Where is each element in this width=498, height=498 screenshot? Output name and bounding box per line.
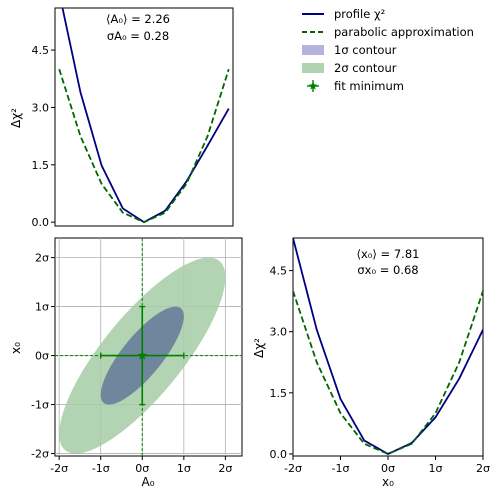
legend: profile χ² parabolic approximation 1σ cont… (302, 7, 474, 93)
annotation-mean: ⟨x₀⟩ = 7.81 (357, 247, 420, 261)
y-tick-label: 4.5 (270, 265, 288, 278)
legend-label: parabolic approximation (334, 25, 474, 39)
y-tick-label: 1.5 (270, 387, 288, 400)
legend-label: fit minimum (334, 79, 404, 93)
y-tick-label: 1.5 (32, 159, 50, 172)
series-line-1 (293, 290, 483, 455)
y-tick-label: -1σ (31, 399, 49, 412)
y-tick-label: 3.0 (270, 326, 288, 339)
y-axis-label: x₀ (9, 342, 23, 354)
y-axis-label: Δχ² (9, 108, 23, 128)
y-tick-label: 4.5 (32, 44, 50, 57)
legend-marker-star (308, 81, 318, 90)
annotation-mean: ⟨A₀⟩ = 2.26 (106, 12, 170, 26)
x-axis-label: A₀ (141, 475, 154, 489)
legend-swatch-patch (302, 45, 324, 55)
fit-minimum-star (137, 350, 148, 360)
legend-swatch-patch (302, 63, 324, 73)
x-tick-label: -2σ (50, 462, 68, 475)
x-tick-label: 2σ (476, 462, 490, 475)
legend-label: profile χ² (334, 7, 385, 21)
y-tick-label: 0.0 (32, 216, 50, 229)
x-tick-label: 0σ (381, 462, 395, 475)
y-axis-label: Δχ² (252, 338, 266, 358)
series-line-1 (58, 68, 230, 224)
x-tick-label: -1σ (92, 462, 110, 475)
x-tick-label: -2σ (284, 462, 302, 475)
y-tick-label: 2σ (35, 252, 49, 265)
y-tick-label: 0.0 (270, 448, 288, 461)
bottom-left-panel: -2σ-2σ -1σ -1σ 0σ 0σ 1σ 1σ 2σ 2σ A₀ x₀ (9, 237, 243, 489)
annotation-sigma: σA₀ = 0.28 (107, 29, 169, 43)
series-line-0 (293, 238, 483, 455)
y-tick-label: 3.0 (32, 101, 50, 114)
x-tick-label: -1σ (332, 462, 350, 475)
annotation-sigma: σx₀ = 0.68 (357, 263, 418, 277)
x-tick-label: 1σ (429, 462, 443, 475)
y-tick-label: 1σ (35, 301, 49, 314)
top-left-panel: 0.0 1.5 3.0 4.5 Δχ² ⟨A₀⟩ = 2.26 σA₀ = 0.28 (9, 7, 234, 229)
x-tick-label: 1σ (177, 462, 191, 475)
panel-frame (292, 237, 484, 457)
x-tick-label: 2σ (218, 462, 232, 475)
y-tick-label: 0σ (35, 350, 49, 363)
bottom-right-panel: 0.0 1.5 3.0 4.5 -2σ -1σ 0σ 1σ 2σ x₀ Δχ² ⟨x₀⟩ = 7… (252, 237, 490, 489)
panel-frame (54, 7, 234, 227)
y-tick-label: -2σ (31, 448, 49, 461)
legend-label: 2σ contour (334, 61, 397, 75)
x-axis-label: x₀ (382, 475, 394, 489)
x-tick-label: 0σ (135, 462, 149, 475)
legend-label: 1σ contour (334, 43, 397, 57)
